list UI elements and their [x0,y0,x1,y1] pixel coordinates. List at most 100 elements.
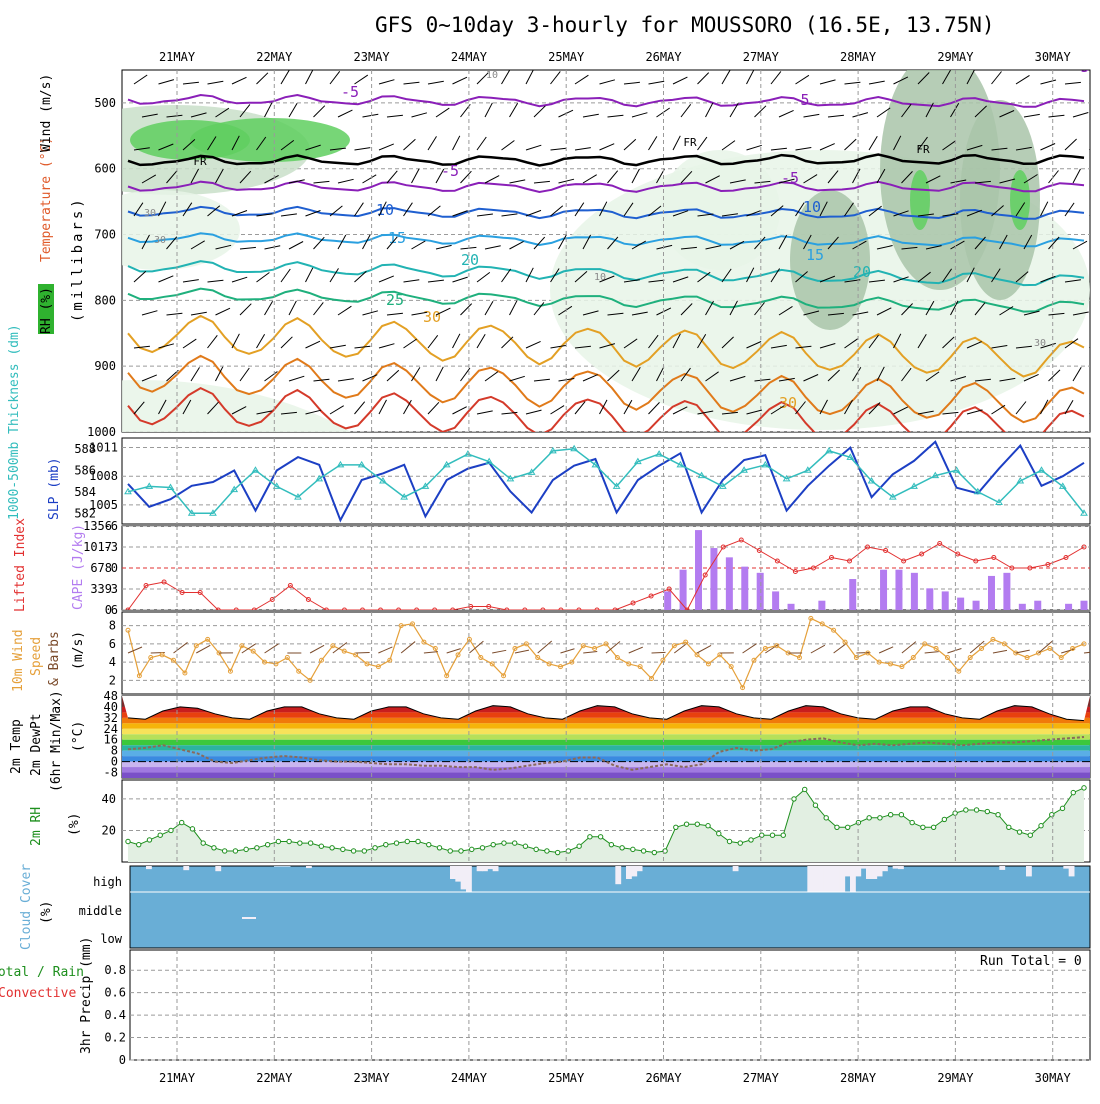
temp-band [122,751,1090,756]
isotherm-label: 10 [803,198,821,216]
rh-marker [1039,824,1043,828]
precip-total-rain-label: Total / Rain [0,965,84,980]
rh-label: RH (%) [39,287,54,334]
millibars-label: (millibars) [70,196,86,322]
cloud-high-gap [306,866,312,868]
cape-bar [818,601,825,610]
rh-marker [985,809,989,813]
isotherm-label: 30 [779,394,797,412]
precip-tick: 0.6 [104,986,126,1000]
rh-marker [835,825,839,829]
wind-barbs-label: & Barbs [47,631,62,686]
date-label-top: 30MAY [1035,50,1072,64]
rh-marker [964,808,968,812]
rh-marker [781,833,785,837]
rh-marker [427,842,431,846]
rh-marker [717,831,721,835]
temp-band [122,718,1090,723]
date-label-bottom: 30MAY [1035,1071,1072,1085]
cape-bar [741,567,748,610]
cloud-high-gap [146,866,152,869]
rh-marker [1060,806,1064,810]
wind-10m-label: 10m Wind [11,629,26,692]
rh-marker [126,839,130,843]
rh-marker [760,833,764,837]
cape-bar [757,573,764,610]
dewpt-2m-label: 2m DewPt [29,713,44,776]
cloud-high-gap [285,866,291,867]
date-label-bottom: 25MAY [548,1071,585,1085]
isotherm-label: 30 [144,208,156,219]
isotherm-label: 30 [154,235,166,246]
wind-barb [1090,206,1100,216]
rh-marker [362,849,366,853]
rh-marker [824,816,828,820]
temp-tick: 48 [104,689,118,703]
cloud-high-gap [898,866,904,869]
cloud-high-gap [861,866,867,869]
rh-marker [1007,825,1011,829]
date-label-top: 26MAY [645,50,682,64]
page-title: GFS 0~10day 3-hourly for MOUSSORO (16.5E… [375,13,995,37]
cloud-high-gap [823,866,829,892]
wind-speed-label: Speed [29,637,44,676]
temp-band [122,767,1090,772]
thickness-label: 1000-500mb Thickness (dm) [7,324,22,520]
cloud-high-gap [631,866,637,876]
lifted-index-label: Lifted Index [13,518,28,612]
rh-marker [201,841,205,845]
cape-bar [664,591,671,610]
rh-marker [137,842,141,846]
cape-tick: 678 [90,561,112,575]
rh-marker [706,824,710,828]
isotherm-label: 15 [806,246,824,264]
rh-marker [545,849,549,853]
pressure-tick: 500 [94,96,116,110]
temp-band [122,762,1090,767]
rh-marker [577,844,581,848]
rh-marker [373,846,377,850]
date-label-top: 25MAY [548,50,585,64]
cloud-high-gap [999,866,1005,870]
temp-band [122,729,1090,734]
cloud-level-label: low [100,932,122,946]
rh-marker [244,847,248,851]
precip-tick: 0.4 [104,1008,126,1022]
cloud-high-gap [871,866,877,879]
rh-marker [523,844,527,848]
cloud-high-gap [866,866,872,879]
cape-bar [680,570,687,610]
rh-marker [330,846,334,850]
cape-bar [1003,573,1010,610]
cape-bar [973,601,980,610]
cloud-high-gap [493,866,499,871]
rh-marker [384,842,388,846]
temp-band [122,773,1090,778]
date-label-bottom: 21MAY [159,1071,196,1085]
cloud-high-gap [615,866,621,884]
precip-tick: 0 [119,1053,126,1067]
rh-marker [803,787,807,791]
cloud-high-gap [466,866,472,892]
wind-barb [1090,403,1100,414]
rh-marker [641,849,645,853]
pressure-tick: 600 [94,162,116,176]
temp-band [122,745,1090,750]
date-label-top: 22MAY [256,50,293,64]
rh-marker [287,839,291,843]
rh-marker [652,850,656,854]
wind-barb-10m [356,652,370,653]
rh-marker [470,847,474,851]
date-label-bottom: 28MAY [840,1071,877,1085]
date-label-bottom: 29MAY [937,1071,974,1085]
cape-bar [926,588,933,610]
wind-barb-10m [652,652,666,653]
panel-2-frame [122,438,1090,524]
rh-marker [1050,812,1054,816]
